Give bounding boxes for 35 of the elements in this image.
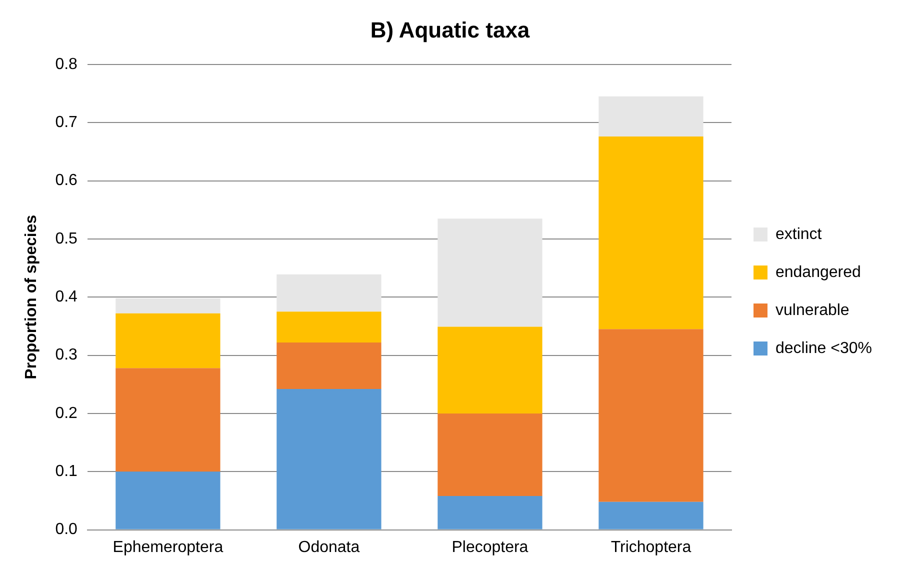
legend-label: endangered bbox=[775, 264, 861, 281]
bar bbox=[438, 496, 542, 530]
x-tick-label: Trichoptera bbox=[610, 538, 692, 556]
x-tick-label: Odonata bbox=[298, 538, 360, 556]
x-tick-label: Ephemeroptera bbox=[112, 538, 224, 556]
y-tick-label: 0.8 bbox=[55, 56, 78, 73]
legend-label: extinct bbox=[775, 226, 822, 243]
bar bbox=[116, 313, 220, 368]
y-tick-label: 0.5 bbox=[55, 230, 78, 248]
y-tick-label: 0.2 bbox=[55, 404, 78, 422]
bar bbox=[598, 136, 704, 330]
bar bbox=[276, 312, 382, 342]
bar bbox=[598, 329, 704, 502]
x-tick-label: Plecoptera bbox=[452, 538, 528, 556]
y-tick-label: 0.3 bbox=[55, 346, 78, 364]
bar bbox=[276, 342, 382, 390]
y-tick-label: 0.1 bbox=[55, 463, 78, 480]
bar bbox=[276, 389, 382, 530]
chart-title: B) Aquatic taxa bbox=[370, 17, 530, 42]
y-tick-label: 0.7 bbox=[55, 114, 78, 131]
y-tick-label: 0.4 bbox=[55, 288, 78, 306]
y-tick-label: 0.6 bbox=[55, 172, 78, 190]
bar bbox=[438, 413, 542, 496]
bar bbox=[116, 472, 220, 530]
bar bbox=[116, 368, 220, 472]
y-tick-label: 0.0 bbox=[55, 521, 78, 538]
legend-label: vulnerable bbox=[775, 302, 850, 319]
y-axis-title: Proportion of species bbox=[23, 214, 40, 380]
bar bbox=[276, 274, 382, 312]
bar bbox=[438, 326, 542, 414]
bar bbox=[598, 96, 704, 137]
bar bbox=[116, 298, 220, 314]
bar bbox=[438, 218, 542, 327]
bar bbox=[598, 502, 704, 530]
legend-label: decline <30% bbox=[775, 340, 872, 357]
